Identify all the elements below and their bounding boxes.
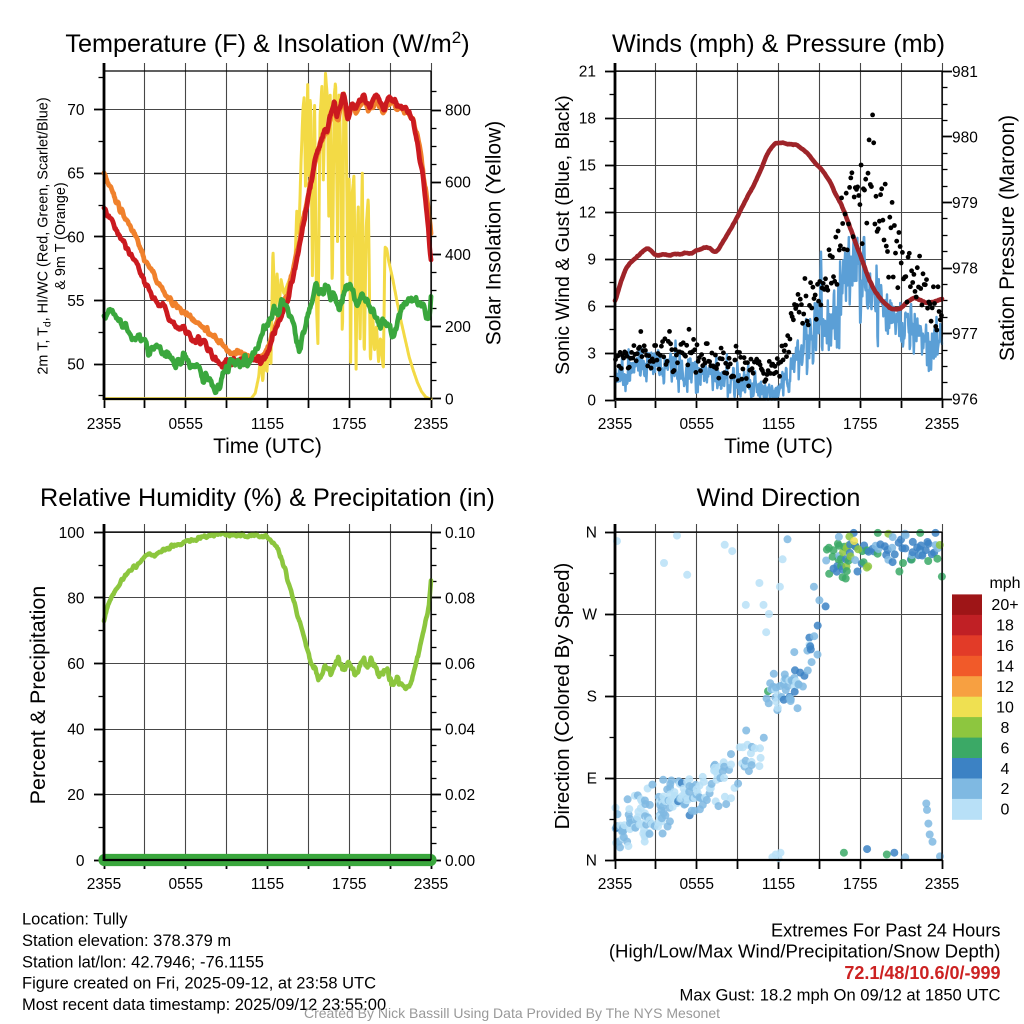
svg-text:(High/Low/Max Wind/Precipitati: (High/Low/Max Wind/Precipitation/Snow De… xyxy=(609,941,1001,962)
svg-text:W: W xyxy=(582,607,597,624)
svg-text:0.02: 0.02 xyxy=(445,787,475,804)
svg-text:1155: 1155 xyxy=(251,876,284,893)
svg-text:0: 0 xyxy=(1001,802,1010,819)
svg-text:Temperature (F) & Insolation (: Temperature (F) & Insolation (W/m2) xyxy=(65,28,469,58)
svg-text:55: 55 xyxy=(67,293,84,310)
svg-text:3: 3 xyxy=(587,346,596,363)
svg-text:2355: 2355 xyxy=(598,416,632,433)
svg-text:0555: 0555 xyxy=(680,416,714,433)
svg-text:8: 8 xyxy=(1001,720,1010,737)
svg-text:Direction (Colored By Speed): Direction (Colored By Speed) xyxy=(551,563,574,830)
svg-text:40: 40 xyxy=(67,722,85,739)
svg-text:2: 2 xyxy=(1001,781,1010,798)
svg-text:979: 979 xyxy=(952,195,978,212)
svg-text:978: 978 xyxy=(952,261,978,278)
svg-text:2355: 2355 xyxy=(414,876,448,893)
svg-text:Station elevation: 378.379 m: Station elevation: 378.379 m xyxy=(22,932,231,950)
svg-text:1155: 1155 xyxy=(251,416,284,433)
svg-text:18: 18 xyxy=(579,111,596,128)
svg-text:70: 70 xyxy=(67,102,85,119)
svg-text:1155: 1155 xyxy=(762,876,795,893)
svg-text:20+: 20+ xyxy=(991,597,1018,614)
svg-text:60: 60 xyxy=(67,656,85,673)
svg-text:0.08: 0.08 xyxy=(445,590,475,607)
svg-text:mph: mph xyxy=(989,575,1020,592)
svg-text:1155: 1155 xyxy=(762,416,795,433)
svg-text:Time (UTC): Time (UTC) xyxy=(724,435,833,458)
svg-text:0.10: 0.10 xyxy=(445,525,476,542)
svg-text:16: 16 xyxy=(996,638,1014,655)
svg-text:600: 600 xyxy=(445,175,471,192)
svg-text:Percent & Precipitation: Percent & Precipitation xyxy=(26,586,50,805)
svg-text:980: 980 xyxy=(952,129,978,146)
svg-text:72.1/48/10.6/0/-999: 72.1/48/10.6/0/-999 xyxy=(844,963,1000,983)
svg-text:Station lat/lon: 42.7946; -76.: Station lat/lon: 42.7946; -76.1155 xyxy=(22,953,264,971)
svg-text:1755: 1755 xyxy=(843,416,877,433)
svg-text:Time (UTC): Time (UTC) xyxy=(213,435,322,458)
svg-text:0555: 0555 xyxy=(680,876,714,893)
svg-text:0: 0 xyxy=(76,853,85,870)
svg-text:2355: 2355 xyxy=(414,416,448,433)
svg-text:S: S xyxy=(587,689,597,706)
svg-text:Sonic Wind & Gust (Blue, Black: Sonic Wind & Gust (Blue, Black) xyxy=(552,95,574,375)
svg-text:21: 21 xyxy=(579,64,596,81)
svg-text:50: 50 xyxy=(67,357,85,374)
svg-text:976: 976 xyxy=(952,392,978,409)
svg-text:800: 800 xyxy=(445,103,471,120)
svg-text:0555: 0555 xyxy=(169,416,203,433)
svg-text:12: 12 xyxy=(996,679,1014,696)
svg-text:400: 400 xyxy=(445,247,471,264)
svg-text:Station Pressure (Maroon): Station Pressure (Maroon) xyxy=(996,115,1019,361)
svg-text:Most recent data timestamp: 20: Most recent data timestamp: 2025/09/12 2… xyxy=(22,996,386,1014)
svg-text:N: N xyxy=(586,525,597,542)
svg-text:60: 60 xyxy=(67,229,85,246)
svg-text:2355: 2355 xyxy=(598,876,632,893)
svg-text:0: 0 xyxy=(445,391,454,408)
svg-text:Figure created on Fri, 2025-09: Figure created on Fri, 2025-09-12, at 23… xyxy=(22,975,376,993)
svg-text:N: N xyxy=(586,853,597,870)
svg-text:2355: 2355 xyxy=(925,876,959,893)
svg-text:1755: 1755 xyxy=(332,876,366,893)
svg-text:15: 15 xyxy=(579,158,596,175)
svg-text:6: 6 xyxy=(587,299,596,316)
svg-text:Winds (mph) & Pressure (mb): Winds (mph) & Pressure (mb) xyxy=(612,30,945,58)
svg-text:981: 981 xyxy=(952,64,978,81)
svg-text:2m T, Td, HI/WC (Red, Green, S: 2m T, Td, HI/WC (Red, Green, Scarlet/Blu… xyxy=(36,97,54,374)
svg-text:1755: 1755 xyxy=(332,416,366,433)
svg-text:2355: 2355 xyxy=(87,876,121,893)
svg-text:0.06: 0.06 xyxy=(445,656,475,673)
svg-text:& 9m T (Orange): & 9m T (Orange) xyxy=(53,182,69,289)
svg-text:1755: 1755 xyxy=(843,876,877,893)
svg-text:E: E xyxy=(587,771,597,788)
svg-text:4: 4 xyxy=(1001,761,1010,778)
svg-text:200: 200 xyxy=(445,319,471,336)
svg-text:6: 6 xyxy=(1001,740,1010,757)
svg-text:9: 9 xyxy=(587,252,596,269)
svg-text:Solar Insolation (Yellow): Solar Insolation (Yellow) xyxy=(483,121,506,346)
svg-text:10: 10 xyxy=(996,699,1014,716)
svg-text:12: 12 xyxy=(579,205,596,222)
svg-text:65: 65 xyxy=(67,166,84,183)
svg-text:0555: 0555 xyxy=(169,876,203,893)
svg-text:14: 14 xyxy=(996,658,1014,675)
svg-text:Created By Nick Bassill Using: Created By Nick Bassill Using Data Provi… xyxy=(304,1005,720,1021)
svg-text:977: 977 xyxy=(952,326,978,343)
svg-text:100: 100 xyxy=(59,525,85,542)
svg-text:Wind Direction: Wind Direction xyxy=(697,484,861,512)
svg-text:2355: 2355 xyxy=(925,416,959,433)
svg-text:2355: 2355 xyxy=(87,416,121,433)
svg-text:18: 18 xyxy=(996,618,1014,635)
svg-text:80: 80 xyxy=(67,590,85,607)
svg-text:Relative Humidity (%) & Precip: Relative Humidity (%) & Precipitation (i… xyxy=(40,484,495,512)
svg-text:20: 20 xyxy=(67,787,85,804)
svg-text:Location: Tully: Location: Tully xyxy=(22,911,128,929)
svg-text:0.04: 0.04 xyxy=(445,722,476,739)
svg-text:Max Gust: 18.2 mph On 09/12 at: Max Gust: 18.2 mph On 09/12 at 1850 UTC xyxy=(680,986,1001,1005)
svg-text:Extremes For Past 24 Hours: Extremes For Past 24 Hours xyxy=(771,920,1000,940)
svg-text:0.00: 0.00 xyxy=(445,853,476,870)
svg-text:0: 0 xyxy=(587,393,596,410)
